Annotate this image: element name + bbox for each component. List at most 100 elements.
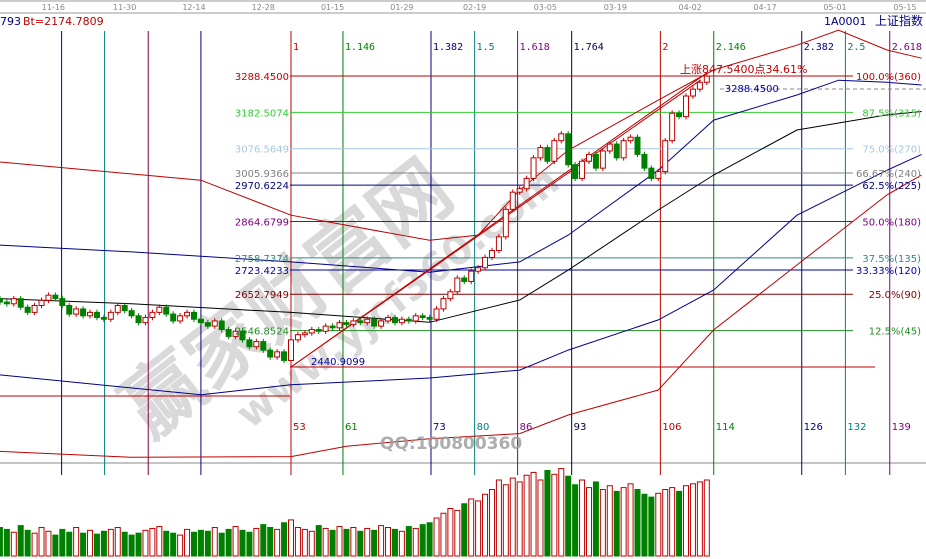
volume-bar xyxy=(412,527,419,557)
volume-bar xyxy=(558,468,565,557)
candle-body xyxy=(495,236,502,252)
volume-bar xyxy=(357,530,364,557)
volume-bar xyxy=(676,490,683,557)
watermark: 赢家财富网 www.yjcf360.com xyxy=(106,144,568,455)
volume-bar xyxy=(669,487,676,557)
candle-body xyxy=(558,133,565,142)
fib-time-count: 80 xyxy=(477,422,490,433)
date-tick-label: 02-19 xyxy=(463,3,486,12)
volume-bar xyxy=(204,530,211,557)
candle-body xyxy=(142,317,149,324)
fib-price-label: 2652.7949 xyxy=(235,290,289,301)
volume-bar xyxy=(592,481,599,557)
volume-bar xyxy=(190,531,197,557)
candle-body xyxy=(24,306,31,313)
candle-body xyxy=(419,315,426,319)
volume-bar xyxy=(45,530,52,557)
candle-body xyxy=(565,133,572,166)
fib-time-count: 126 xyxy=(804,422,823,433)
fib-percent-label: 25.0%(90) xyxy=(869,290,921,301)
volume-bar xyxy=(329,529,336,557)
candle-body xyxy=(225,329,232,337)
volume-bars xyxy=(0,468,710,557)
candle-body xyxy=(239,330,246,341)
fib-time-count: 93 xyxy=(574,422,587,433)
candle-body xyxy=(689,88,696,97)
low-price-label: 2440.9099 xyxy=(311,357,365,368)
volume-bar xyxy=(87,529,94,557)
fib-price-label: 3005.9366 xyxy=(235,169,289,180)
candle-body xyxy=(52,294,59,300)
volume-bar xyxy=(385,527,392,557)
volume-bar xyxy=(10,531,17,557)
volume-bar xyxy=(315,525,322,557)
candle-body xyxy=(454,277,461,293)
candle-body xyxy=(59,298,66,306)
candle-body xyxy=(31,304,38,313)
volume-bar xyxy=(3,528,10,557)
candle-body xyxy=(197,318,204,324)
fib-time-ratio: 1.382 xyxy=(433,42,463,53)
volume-bar xyxy=(246,531,253,557)
volume-bar xyxy=(24,529,31,557)
fib-percent-label: 37.5%(135) xyxy=(862,254,921,265)
date-tick-label: 01-15 xyxy=(321,3,344,12)
candle-body xyxy=(398,318,405,324)
candle-body xyxy=(482,256,489,269)
bt-label: Bt=2174.7809 xyxy=(23,15,104,28)
candle-body xyxy=(620,140,627,159)
candle-body xyxy=(66,304,73,315)
volume-bar xyxy=(565,475,572,557)
candle-body xyxy=(461,277,468,282)
candle-body xyxy=(488,250,495,258)
date-tick-label: 04-17 xyxy=(753,3,776,12)
candle-body xyxy=(149,311,156,319)
candle-body xyxy=(385,317,392,322)
fib-time-ratio: 1.5 xyxy=(477,42,495,53)
candle-body xyxy=(38,299,45,306)
candle-body xyxy=(592,153,599,169)
fib-time-ratio: 2.618 xyxy=(892,42,922,53)
candle-body xyxy=(253,341,260,348)
volume-bar xyxy=(211,527,218,557)
volume-bar xyxy=(59,528,66,557)
volume-bar xyxy=(17,525,24,557)
candle-body xyxy=(669,112,676,142)
fib-percent-label: 87.5%(315) xyxy=(862,108,921,119)
candle-body xyxy=(641,153,648,169)
date-tick-label: 11-16 xyxy=(42,3,65,12)
candle-body xyxy=(343,322,350,325)
candle-body xyxy=(232,330,239,337)
candle-body xyxy=(329,325,336,329)
candle-body xyxy=(468,270,475,282)
candle-body xyxy=(45,294,52,301)
volume-bar xyxy=(52,534,59,557)
date-tick-label: 03-05 xyxy=(534,3,557,12)
volume-bar xyxy=(447,508,454,557)
candles xyxy=(0,74,710,368)
date-tick-label: 12-28 xyxy=(252,3,275,12)
date-tick-label: 01-29 xyxy=(390,3,413,12)
watermark-qq: QQ:100800360 xyxy=(380,434,522,454)
volume-bar xyxy=(509,477,516,557)
symbol-name: 上证指数 xyxy=(875,13,923,28)
volume-bar xyxy=(419,524,426,557)
candle-body xyxy=(523,177,530,190)
volume-bar xyxy=(516,481,523,557)
fib-time-count: 86 xyxy=(520,422,533,433)
candle-body xyxy=(606,143,613,152)
fib-price-label: 3076.5649 xyxy=(235,145,289,156)
candle-body xyxy=(544,147,551,162)
fib-time-count: 114 xyxy=(716,422,735,433)
fib-time-ratio: 1.618 xyxy=(520,42,550,53)
candle-body xyxy=(371,318,378,327)
volume-bar xyxy=(350,527,357,557)
volume-bar xyxy=(281,522,288,557)
volume-bar xyxy=(156,526,163,557)
candle-body xyxy=(260,341,267,351)
fib-time-count: 73 xyxy=(433,422,446,433)
volume-bar xyxy=(170,532,177,557)
candle-body xyxy=(502,208,509,238)
candle-body xyxy=(662,140,669,173)
